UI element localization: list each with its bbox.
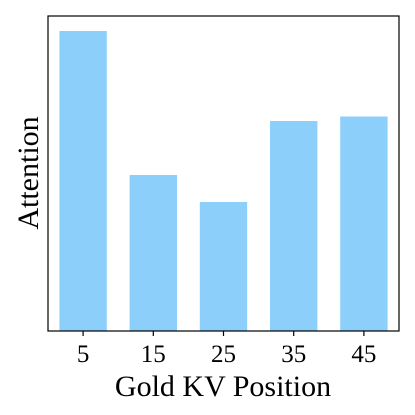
bar-35	[270, 121, 318, 331]
bar-25	[199, 202, 248, 331]
x-tick-label-35: 35	[281, 341, 306, 368]
bars-group	[59, 31, 388, 331]
bar-45	[340, 116, 388, 331]
x-tick-label-5: 5	[77, 341, 90, 368]
x-axis-label: Gold KV Position	[115, 370, 331, 403]
bar-15	[129, 175, 177, 331]
bar-5	[59, 31, 107, 331]
x-tick-label-15: 15	[141, 341, 166, 368]
x-tick-label-45: 45	[351, 341, 376, 368]
x-ticks-group	[82, 331, 365, 336]
y-axis-label: Attention	[12, 116, 45, 229]
x-tick-labels-group: 5 15 25 35 45	[77, 341, 377, 368]
x-tick-label-25: 25	[211, 341, 236, 368]
